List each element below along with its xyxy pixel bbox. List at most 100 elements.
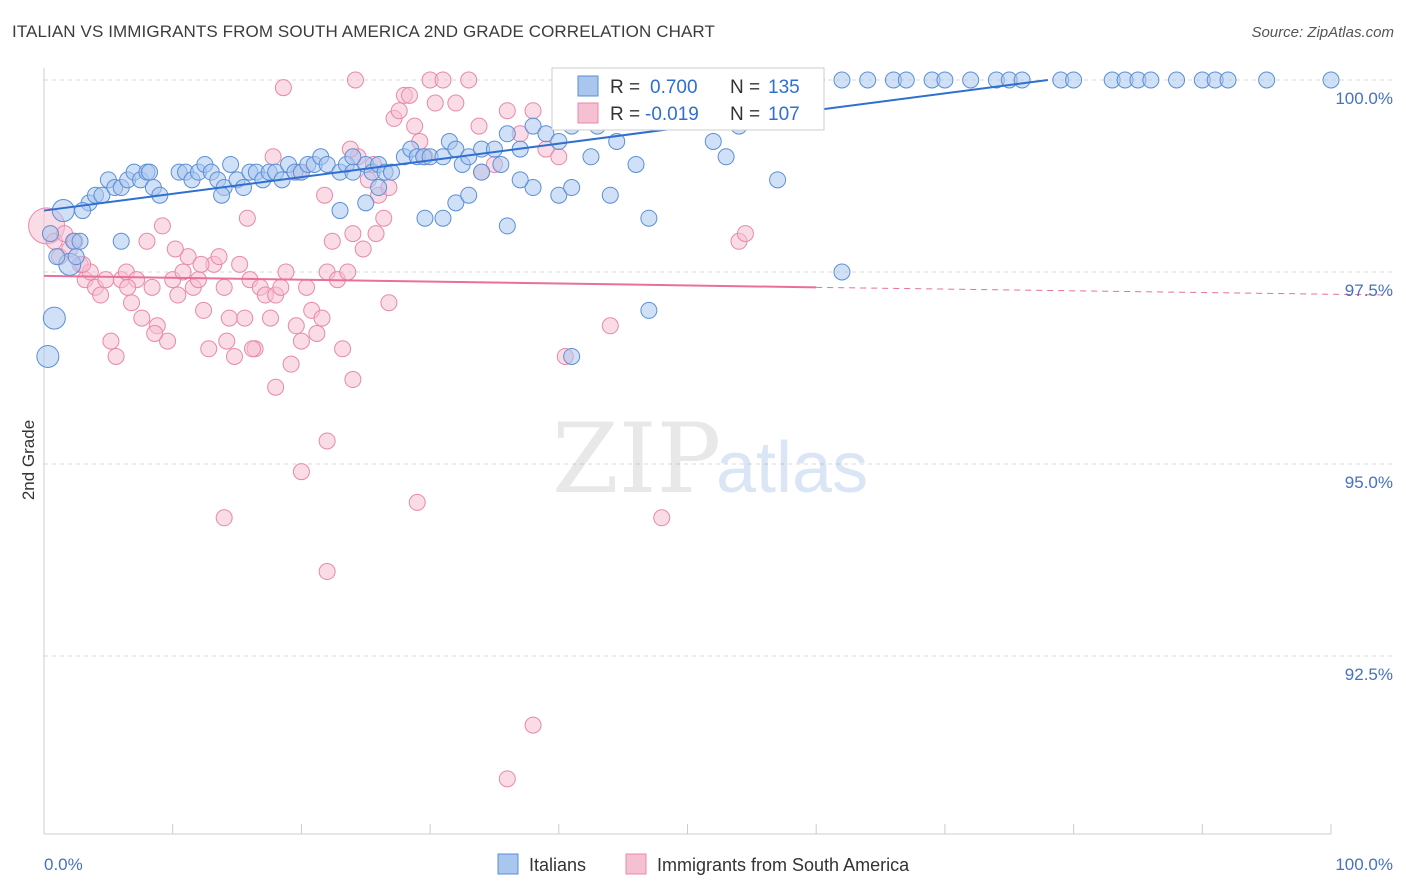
immigrants-point: [406, 117, 424, 135]
immigrants-trend-line: [43, 274, 817, 289]
italians-trend-line: [43, 79, 1048, 212]
immigrants-point: [498, 770, 516, 788]
immigrants-point: [334, 340, 352, 358]
stats-r-label-immigrants: R =: [610, 104, 640, 125]
italians-point: [833, 263, 851, 281]
italians-point: [627, 155, 645, 173]
italians-point: [962, 71, 980, 89]
legend-label-italians: Italians: [529, 855, 586, 875]
immigrants-point: [92, 286, 110, 304]
x-tick-label-min: 0.0%: [44, 855, 83, 874]
italians-point: [42, 306, 66, 330]
italians-point: [1013, 71, 1031, 89]
italians-point: [71, 232, 89, 250]
watermark-zip: ZIP: [552, 403, 721, 515]
immigrants-point: [434, 71, 452, 89]
italians-point: [769, 171, 787, 189]
italians-point: [447, 194, 465, 212]
immigrants-point: [146, 324, 164, 342]
italians-point: [213, 186, 231, 204]
italians-point: [704, 132, 722, 150]
italians-point: [1258, 71, 1276, 89]
immigrants-point: [189, 271, 207, 289]
trend-lines: [43, 79, 1392, 296]
immigrants-point: [267, 378, 285, 396]
italians-point: [601, 186, 619, 204]
immigrants-point: [470, 117, 488, 135]
immigrants-point: [287, 317, 305, 335]
immigrants-point: [318, 432, 336, 450]
immigrants-point: [220, 309, 238, 327]
italians-point: [1168, 71, 1186, 89]
immigrants-point: [218, 332, 236, 350]
immigrants-point: [179, 248, 197, 266]
immigrants-point: [215, 278, 233, 296]
watermark-atlas: atlas: [716, 428, 868, 508]
italians-point: [498, 125, 516, 143]
immigrants-point: [274, 79, 292, 97]
immigrants-point: [313, 309, 331, 327]
immigrants-point: [524, 102, 542, 120]
italians-point: [897, 71, 915, 89]
immigrants-point: [200, 340, 218, 358]
immigrants-point: [653, 509, 671, 527]
italians-point: [550, 132, 568, 150]
immigrants-point: [236, 309, 254, 327]
immigrants-point: [107, 347, 125, 365]
italians-point: [859, 71, 877, 89]
x-tick-labels: 0.0% 100.0%: [44, 855, 1393, 874]
italians-point: [640, 301, 658, 319]
italians-point: [48, 248, 66, 266]
immigrants-point: [344, 371, 362, 389]
stats-r-value-immigrants: -0.019: [645, 104, 699, 125]
immigrants-point: [367, 225, 385, 243]
immigrants-point: [316, 186, 334, 204]
immigrants-point: [601, 317, 619, 335]
italians-point: [473, 163, 491, 181]
italians-point: [141, 163, 159, 181]
italians-point: [511, 171, 529, 189]
stats-swatch-italians: [577, 75, 599, 97]
immigrants-point: [277, 263, 295, 281]
y-tick-label: 97.5%: [1345, 281, 1393, 300]
italians-point: [222, 155, 240, 173]
legend-swatch-italians: [497, 853, 519, 875]
italians-point: [640, 209, 658, 227]
immigrants-point: [138, 232, 156, 250]
immigrants-point: [159, 332, 177, 350]
italians-point: [370, 179, 388, 197]
stats-r-label-italians: R =: [610, 77, 640, 98]
italians-point: [460, 186, 478, 204]
immigrants-point: [323, 232, 341, 250]
y-tick-labels: 100.0% 97.5% 95.0% 92.5%: [1335, 89, 1393, 684]
immigrants-point: [460, 71, 478, 89]
italians-point: [537, 125, 555, 143]
stats-n-label-immigrants: N =: [730, 104, 760, 125]
immigrants-point: [408, 493, 426, 511]
immigrants-point: [318, 563, 336, 581]
immigrants-point: [102, 332, 120, 350]
immigrants-point: [736, 225, 754, 243]
immigrants-point: [447, 94, 465, 112]
immigrants-point: [195, 301, 213, 319]
italians-point: [717, 148, 735, 166]
italians-point: [357, 194, 375, 212]
italians-point: [41, 225, 59, 243]
immigrants-point: [401, 86, 419, 104]
immigrants-point: [346, 71, 364, 89]
immigrants-point: [375, 209, 393, 227]
chart-title: ITALIAN VS IMMIGRANTS FROM SOUTH AMERICA…: [12, 22, 715, 41]
italians-point: [1322, 71, 1340, 89]
immigrants-point: [238, 209, 256, 227]
italians-point: [67, 248, 85, 266]
axes: [43, 68, 1332, 835]
immigrants-point: [119, 278, 137, 296]
immigrants-point: [272, 278, 290, 296]
immigrants-point: [231, 255, 249, 273]
immigrants-point: [298, 278, 316, 296]
immigrants-point: [166, 240, 184, 258]
italians-point: [434, 209, 452, 227]
stats-r-value-italians: 0.700: [650, 77, 698, 98]
immigrants-point: [225, 347, 243, 365]
italians-point: [498, 217, 516, 235]
